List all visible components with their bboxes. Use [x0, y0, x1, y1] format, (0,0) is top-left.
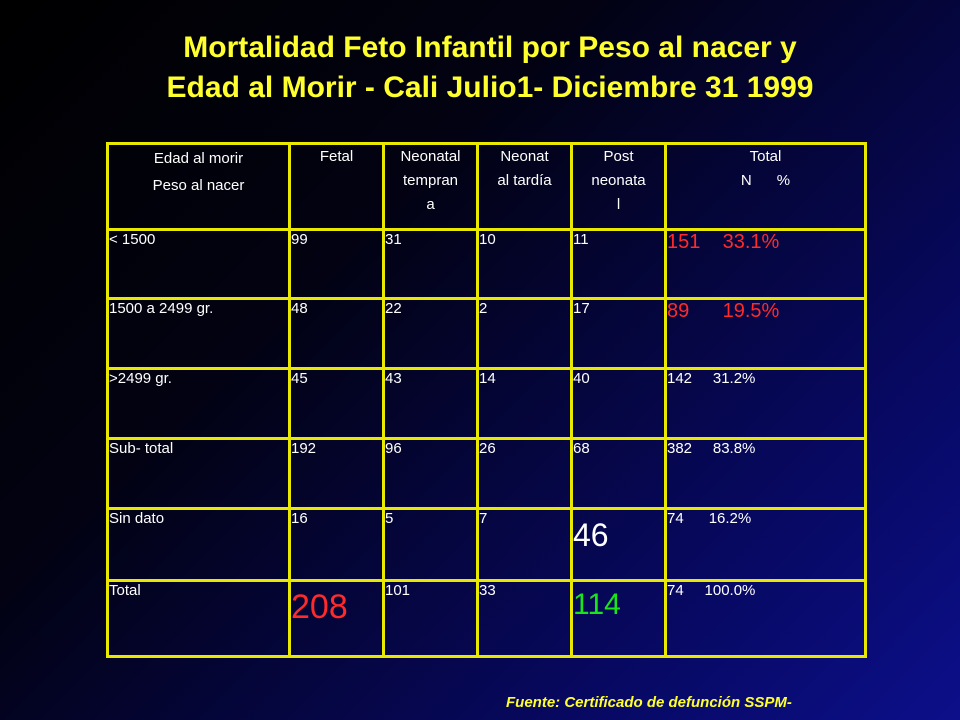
header-row: Edad al morir Peso al nacer Fetal Neonat…: [106, 142, 867, 231]
cell-fetal: 45: [288, 367, 385, 440]
cell-temprana: 43: [382, 367, 479, 440]
cell-fetal: 192: [288, 437, 385, 510]
header-peso-al-nacer: Peso al nacer: [152, 177, 245, 194]
header-neonatal-temprana: Neonatal tempran a: [382, 142, 479, 231]
header-post-neonatal-l2: neonata: [591, 172, 646, 189]
cell-total: 74 100.0%: [664, 579, 867, 658]
table-row: Sin dato 16 5 7 46 74 16.2%: [106, 507, 867, 582]
mortality-table: Edad al morir Peso al nacer Fetal Neonat…: [106, 142, 867, 658]
table-row: Sub- total 192 96 26 68 382 83.8%: [106, 437, 867, 510]
cell-total: 142 31.2%: [664, 367, 867, 440]
cell-post: 40: [570, 367, 667, 440]
cell-total: 74 16.2%: [664, 507, 867, 582]
row-label: Sin dato: [106, 507, 291, 582]
header-post-neonatal: Post neonata l: [570, 142, 667, 231]
header-neo-temprana-l2: tempran: [402, 172, 459, 189]
header-total-label: Total: [749, 148, 782, 165]
header-fetal-label: Fetal: [319, 148, 354, 165]
row-label: >2499 gr.: [106, 367, 291, 440]
table-row: 1500 a 2499 gr. 48 22 2 17 89 19.5%: [106, 297, 867, 370]
header-total: Total N %: [664, 142, 867, 231]
row-label: Sub- total: [106, 437, 291, 510]
cell-post: 11: [570, 228, 667, 300]
header-neonatal-tardia: Neonat al tardía: [476, 142, 573, 231]
header-edad-peso: Edad al morir Peso al nacer: [106, 142, 291, 231]
cell-temprana: 5: [382, 507, 479, 582]
title-line-1: Mortalidad Feto Infantil por Peso al nac…: [183, 31, 797, 64]
cell-tardia: 26: [476, 437, 573, 510]
cell-temprana: 22: [382, 297, 479, 370]
source-note: Fuente: Certificado de defunción SSPM-: [506, 694, 792, 711]
cell-total: 89 19.5%: [664, 297, 867, 370]
header-fetal: Fetal: [288, 142, 385, 231]
cell-post: 46: [570, 507, 667, 582]
cell-temprana: 96: [382, 437, 479, 510]
cell-post: 17: [570, 297, 667, 370]
table-row: < 1500 99 31 10 11 151 33.1%: [106, 228, 867, 300]
cell-tardia: 14: [476, 367, 573, 440]
cell-post: 114: [570, 579, 667, 658]
table-row: >2499 gr. 45 43 14 40 142 31.2%: [106, 367, 867, 440]
header-neo-temprana-l1: Neonatal: [400, 148, 461, 165]
cell-tardia: 10: [476, 228, 573, 300]
cell-total: 382 83.8%: [664, 437, 867, 510]
row-label: < 1500: [106, 228, 291, 300]
title-line-2: Edad al Morir - Cali Julio1- Diciembre 3…: [166, 71, 814, 104]
cell-total: 151 33.1%: [664, 228, 867, 300]
header-edad-al-morir: Edad al morir: [153, 150, 244, 167]
table-row: Total 208 101 33 114 74 100.0%: [106, 579, 867, 658]
cell-tardia: 33: [476, 579, 573, 658]
cell-fetal: 16: [288, 507, 385, 582]
cell-temprana: 31: [382, 228, 479, 300]
row-label: 1500 a 2499 gr.: [106, 297, 291, 370]
cell-tardia: 2: [476, 297, 573, 370]
cell-temprana: 101: [382, 579, 479, 658]
header-neo-tardia-l1: Neonat: [500, 148, 549, 165]
header-neo-tardia-l2: al tardía: [497, 172, 552, 189]
cell-fetal: 48: [288, 297, 385, 370]
row-label: Total: [106, 579, 291, 658]
cell-post: 68: [570, 437, 667, 510]
cell-fetal: 99: [288, 228, 385, 300]
slide-title: Mortalidad Feto Infantil por Peso al nac…: [60, 28, 920, 108]
cell-tardia: 7: [476, 507, 573, 582]
header-post-neonatal-l1: Post: [603, 148, 634, 165]
header-neo-temprana-l3: a: [426, 196, 435, 213]
header-total-n-pct: N %: [740, 172, 791, 189]
header-post-neonatal-l3: l: [616, 196, 621, 213]
cell-fetal: 208: [288, 579, 385, 658]
